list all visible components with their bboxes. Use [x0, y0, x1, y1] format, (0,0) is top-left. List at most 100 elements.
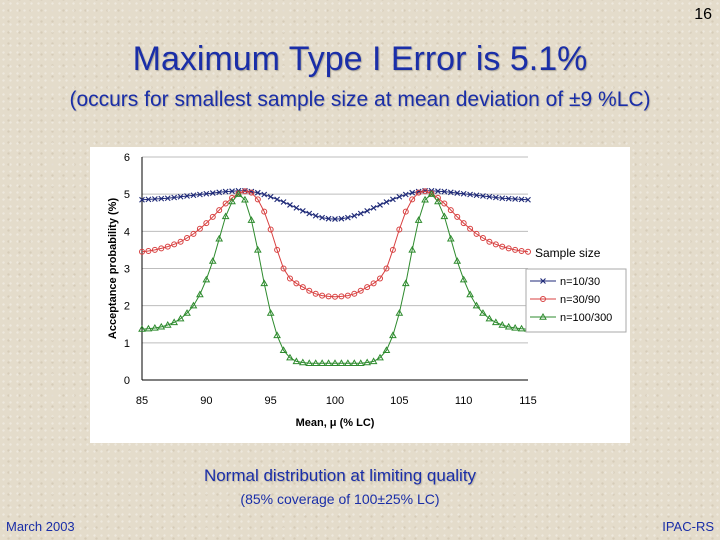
- data-point: [370, 205, 377, 211]
- data-point: [369, 357, 378, 365]
- data-point: [241, 188, 248, 195]
- data-point: [440, 212, 449, 220]
- data-point: [331, 359, 339, 366]
- data-point: [229, 194, 236, 201]
- data-point: [377, 275, 384, 282]
- data-point: [344, 359, 352, 366]
- data-point: [421, 195, 429, 203]
- data-point: [427, 190, 436, 197]
- data-point: [318, 359, 326, 366]
- y-tick-label: 2: [124, 301, 130, 313]
- data-point: [171, 194, 178, 201]
- data-point: [190, 230, 197, 237]
- legend-marker: [540, 296, 546, 302]
- x-tick-label: 95: [265, 395, 277, 407]
- data-point: [499, 195, 506, 202]
- data-point: [248, 189, 255, 196]
- data-point: [466, 290, 474, 298]
- data-point: [376, 353, 384, 361]
- data-point: [287, 202, 293, 208]
- data-point: [351, 290, 358, 297]
- data-point: [184, 235, 191, 242]
- legend-marker: [540, 278, 546, 284]
- page-number: 16: [694, 6, 712, 23]
- y-tick-label: 6: [124, 152, 130, 164]
- data-point: [325, 293, 332, 300]
- data-point: [525, 196, 531, 203]
- data-point: [196, 225, 203, 232]
- data-point: [311, 359, 320, 366]
- data-point: [525, 248, 531, 255]
- legend-label: n=10/30: [560, 276, 600, 288]
- data-point: [415, 189, 422, 196]
- data-point: [409, 196, 416, 203]
- data-point: [145, 196, 152, 203]
- data-point: [351, 212, 358, 219]
- series-line: [141, 193, 529, 364]
- slide-subtitle: (occurs for smallest sample size at mean…: [69, 88, 651, 111]
- data-point: [453, 257, 462, 264]
- y-axis-title: Acceptance probability (%): [107, 198, 119, 340]
- data-point: [312, 212, 319, 219]
- data-point: [247, 216, 256, 223]
- data-point: [518, 196, 525, 203]
- data-point: [266, 309, 275, 316]
- legend-label: n=30/90: [560, 294, 600, 306]
- data-point: [459, 275, 468, 283]
- data-point: [248, 188, 255, 195]
- data-point: [492, 194, 499, 201]
- data-point: [473, 230, 480, 237]
- data-point: [261, 191, 268, 198]
- data-point: [350, 359, 359, 366]
- data-point: [253, 245, 262, 253]
- data-point: [473, 192, 480, 199]
- data-point: [499, 243, 506, 250]
- data-point: [512, 196, 519, 202]
- data-point: [157, 322, 166, 330]
- data-point: [447, 189, 454, 196]
- data-point: [177, 238, 184, 245]
- data-point: [171, 241, 178, 248]
- data-point: [286, 275, 293, 282]
- data-point: [216, 207, 223, 214]
- legend-title: Sample size: [535, 246, 601, 260]
- data-point: [176, 314, 185, 322]
- data-point: [480, 193, 486, 199]
- data-point: [505, 245, 512, 252]
- data-point: [467, 225, 474, 232]
- data-point: [293, 280, 300, 287]
- data-point: [196, 290, 204, 298]
- data-point: [234, 190, 243, 197]
- data-point: [151, 196, 158, 202]
- data-point: [209, 190, 216, 196]
- data-point: [402, 208, 409, 215]
- data-point: [216, 189, 223, 196]
- data-point: [460, 190, 467, 197]
- data-point: [144, 324, 153, 332]
- data-point: [389, 331, 397, 339]
- data-point: [383, 199, 390, 205]
- data-point: [280, 199, 287, 205]
- series-line: [141, 190, 529, 298]
- data-point: [292, 357, 301, 365]
- x-tick-label: 100: [326, 395, 344, 407]
- data-point: [163, 320, 172, 328]
- data-point: [319, 292, 326, 299]
- data-point: [357, 210, 364, 217]
- data-point: [401, 279, 410, 287]
- y-tick-label: 1: [124, 338, 130, 350]
- data-point: [479, 309, 487, 316]
- data-point: [370, 280, 377, 287]
- data-point: [279, 346, 288, 353]
- data-point: [408, 245, 417, 253]
- data-point: [338, 293, 345, 300]
- data-point: [305, 359, 314, 366]
- x-tick-label: 105: [390, 395, 408, 407]
- data-point: [208, 257, 217, 264]
- data-point: [274, 196, 280, 203]
- data-point: [382, 346, 391, 353]
- data-point: [254, 189, 261, 196]
- data-point: [363, 358, 372, 366]
- data-point: [390, 196, 396, 203]
- data-point: [344, 292, 351, 299]
